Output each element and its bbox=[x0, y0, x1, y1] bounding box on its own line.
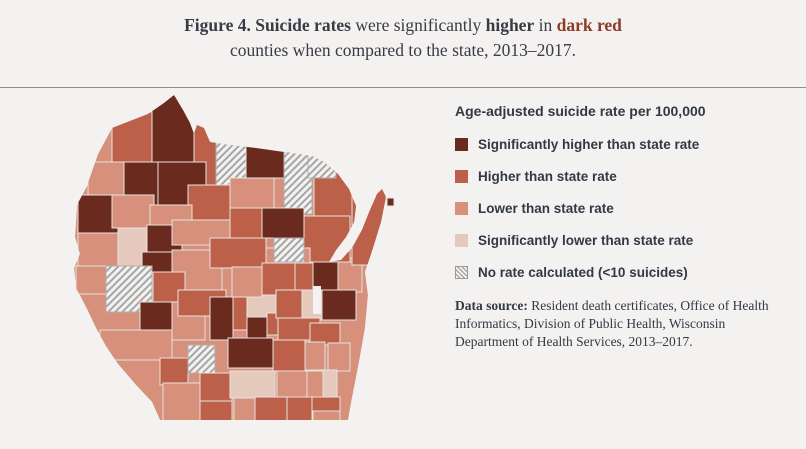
legend-swatch-icon bbox=[455, 266, 468, 279]
map-county-cell bbox=[229, 370, 276, 399]
map-county-cell bbox=[187, 184, 233, 226]
legend-item: Lower than state rate bbox=[455, 201, 800, 216]
legend-item: Significantly lower than state rate bbox=[455, 233, 800, 248]
data-source-note: Data source: Resident death certificates… bbox=[455, 297, 790, 351]
legend-item: No rate calculated (<10 suicides) bbox=[455, 265, 800, 280]
map-county-cell bbox=[306, 370, 324, 398]
title-text-run: higher bbox=[485, 15, 535, 35]
map-county-cell bbox=[327, 342, 351, 372]
map-county-cell bbox=[246, 316, 268, 341]
map-county-cell bbox=[322, 369, 338, 398]
map-county-cell bbox=[275, 289, 305, 319]
map-county-cell bbox=[199, 400, 233, 420]
legend-swatch-icon bbox=[455, 202, 468, 215]
figure-title: Figure 4. Suicide rates were significant… bbox=[0, 13, 806, 63]
map-county-cell bbox=[187, 344, 216, 374]
map-county-cell bbox=[199, 372, 233, 402]
map-county-cell bbox=[312, 410, 341, 420]
map-county-cell bbox=[232, 296, 248, 331]
map-county-cell bbox=[276, 370, 308, 398]
map-county-cell bbox=[77, 232, 119, 267]
data-source-label: Data source: bbox=[455, 298, 528, 313]
map-county-cell bbox=[321, 289, 357, 321]
legend-item: Higher than state rate bbox=[455, 169, 800, 184]
title-accent-text: dark red bbox=[556, 15, 622, 35]
map-county-cell bbox=[273, 237, 305, 263]
figure-title-line-2: counties when compared to the state, 201… bbox=[229, 40, 577, 60]
title-text-run: were significantly bbox=[350, 15, 486, 35]
wisconsin-choropleth-map bbox=[60, 90, 450, 444]
figure-title-line-1: Figure 4. Suicide rates were significant… bbox=[0, 13, 806, 38]
legend-item-label: No rate calculated (<10 suicides) bbox=[478, 265, 688, 280]
map-county-cell bbox=[151, 95, 197, 163]
legend-swatch-icon bbox=[455, 138, 468, 151]
map-county-cell bbox=[111, 111, 155, 163]
map-county-cell bbox=[272, 339, 306, 372]
legend-item-label: Significantly higher than state rate bbox=[478, 137, 700, 152]
legend-item-label: Lower than state rate bbox=[478, 201, 614, 216]
map-county-cell bbox=[111, 194, 155, 229]
lake-winnebago bbox=[313, 286, 321, 314]
legend-list: Significantly higher than state rate High… bbox=[455, 137, 800, 280]
map-county-cell bbox=[229, 177, 275, 209]
header-divider bbox=[0, 87, 806, 88]
map-county-cell bbox=[303, 215, 351, 263]
legend-item-label: Higher than state rate bbox=[478, 169, 617, 184]
map-county-cell bbox=[261, 207, 305, 239]
legend-swatch-icon bbox=[455, 170, 468, 183]
map-county-cell bbox=[386, 197, 395, 207]
map-county-cell bbox=[231, 266, 263, 298]
title-text-run: Figure 4. Suicide rates bbox=[184, 15, 351, 35]
map-county-cell bbox=[209, 296, 234, 341]
map-county-cell bbox=[337, 261, 363, 293]
map-county-cell bbox=[307, 151, 337, 179]
data-source-text: Resident death certificates, Office of H… bbox=[455, 298, 769, 349]
map-county-cell bbox=[294, 262, 314, 294]
map-county-cell bbox=[311, 396, 341, 412]
legend-item-label: Significantly lower than state rate bbox=[478, 233, 694, 248]
map-county-cell bbox=[227, 337, 274, 369]
county-layer bbox=[74, 95, 386, 420]
map-county-cell bbox=[286, 396, 313, 420]
map-county-cell bbox=[254, 396, 288, 420]
map-county-cell bbox=[159, 357, 189, 386]
legend-swatch-icon bbox=[455, 234, 468, 247]
legend-panel: Age-adjusted suicide rate per 100,000 Si… bbox=[455, 103, 800, 365]
wisconsin-map-svg bbox=[74, 95, 395, 420]
map-county-cell bbox=[162, 382, 201, 420]
title-text-run: in bbox=[534, 15, 557, 35]
legend-item: Significantly higher than state rate bbox=[455, 137, 800, 152]
map-county-cell bbox=[351, 184, 386, 266]
map-county-cell bbox=[304, 341, 326, 371]
legend-title: Age-adjusted suicide rate per 100,000 bbox=[455, 103, 706, 119]
map-county-cell bbox=[99, 329, 173, 361]
map-county-cell bbox=[209, 237, 267, 269]
